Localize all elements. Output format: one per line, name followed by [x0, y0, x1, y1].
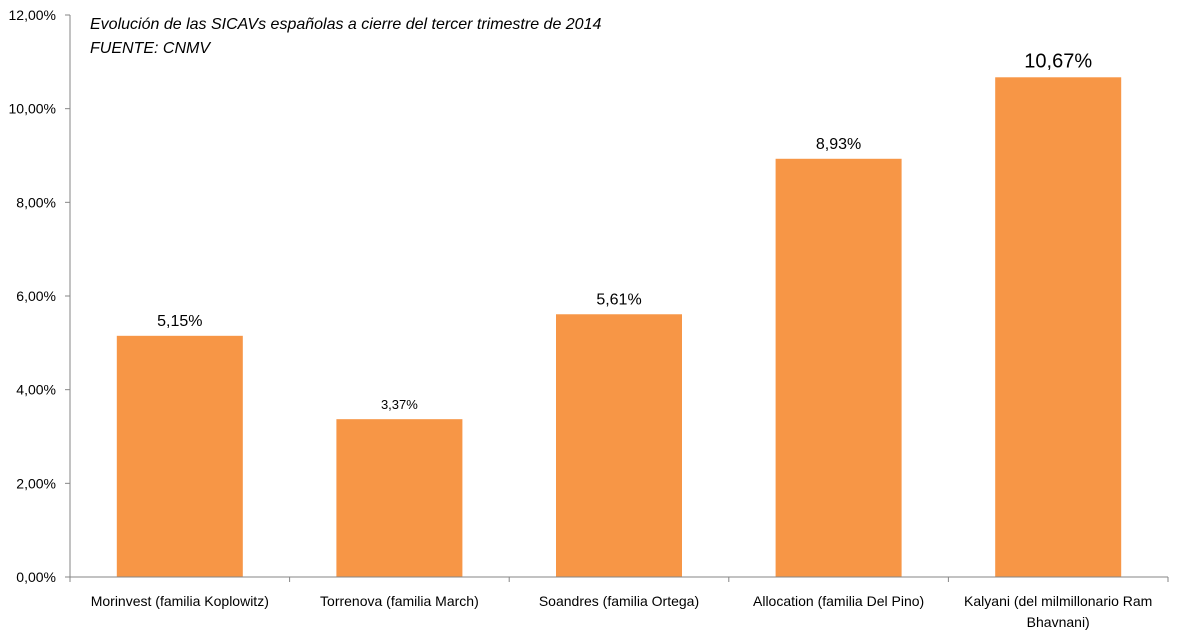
- y-axis: 0,00% 2,00% 4,00% 6,00% 8,00% 10,00% 12,00%: [9, 7, 71, 585]
- data-labels: 5,15% 3,37% 5,61% 8,93% 10,67%: [157, 50, 1092, 412]
- bar: [116, 335, 243, 577]
- x-axis: Morinvest (familia Koplowitz) Torrenova (…: [69, 576, 1169, 630]
- category-label: Soandres (familia Ortega): [539, 593, 699, 609]
- chart-title: Evolución de las SICAVs españolas a cier…: [90, 16, 601, 33]
- category-label: Torrenova (familia March): [320, 593, 479, 609]
- bar: [995, 77, 1122, 577]
- title-block: Evolución de las SICAVs españolas a cier…: [90, 16, 601, 57]
- data-label: 8,93%: [816, 136, 861, 153]
- data-label: 3,37%: [381, 397, 418, 412]
- y-tick-label: 2,00%: [16, 475, 56, 491]
- bar: [775, 158, 902, 578]
- category-label: Morinvest (familia Koplowitz): [91, 593, 269, 609]
- data-label: 5,15%: [157, 313, 202, 330]
- bar: [556, 314, 682, 577]
- y-tick-label: 12,00%: [9, 7, 56, 23]
- bars: [116, 77, 1122, 578]
- bar: [336, 419, 463, 577]
- y-tick-label: 10,00%: [9, 101, 56, 117]
- category-label: Bhavnani): [1027, 614, 1090, 630]
- data-label: 5,61%: [596, 291, 641, 308]
- data-label: 10,67%: [1024, 50, 1092, 72]
- y-tick-label: 6,00%: [16, 288, 56, 304]
- category-label: Kalyani (del milmillonario Ram: [964, 593, 1152, 609]
- chart-subtitle: FUENTE: CNMV: [90, 40, 211, 57]
- y-tick-label: 4,00%: [16, 382, 56, 398]
- category-label: Allocation (familia Del Pino): [753, 593, 924, 609]
- y-tick-label: 8,00%: [16, 194, 56, 210]
- y-tick-label: 0,00%: [16, 569, 56, 585]
